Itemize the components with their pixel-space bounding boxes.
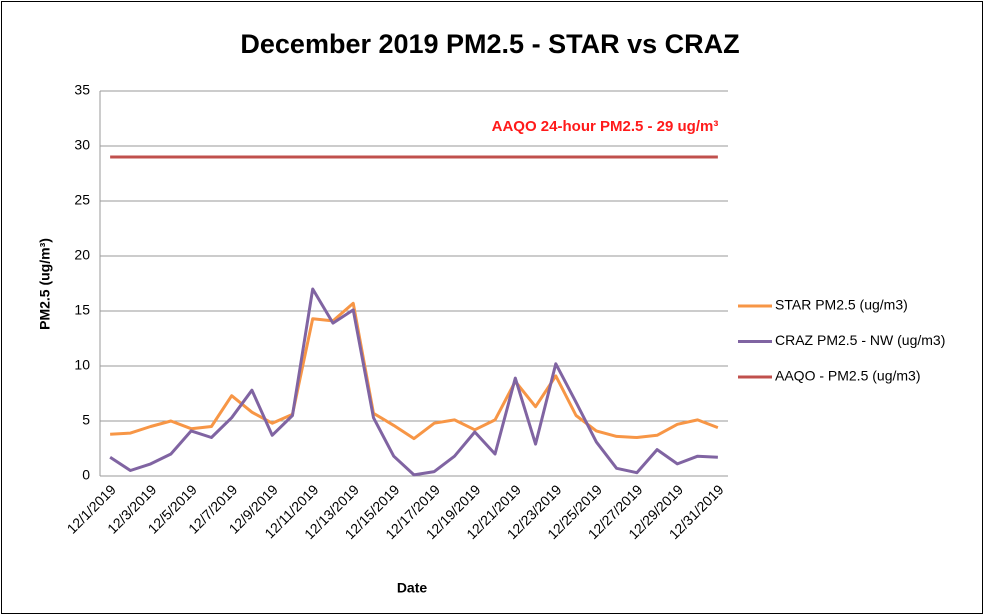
y-tick-label: 35 bbox=[74, 82, 90, 98]
series-line bbox=[109, 287, 718, 477]
y-tick-label: 5 bbox=[82, 412, 90, 428]
y-tick-label: 10 bbox=[74, 357, 90, 373]
legend-label: STAR PM2.5 (ug/m3) bbox=[775, 297, 908, 313]
y-tick-label: 25 bbox=[74, 192, 90, 208]
y-tick-label: 15 bbox=[74, 302, 90, 318]
series-line bbox=[110, 301, 719, 441]
legend-label: AAQO - PM2.5 (ug/m3) bbox=[775, 368, 920, 384]
legend-label: CRAZ PM2.5 - NW (ug/m3) bbox=[775, 332, 945, 348]
y-tick-label: 20 bbox=[74, 247, 90, 263]
y-tick-label: 30 bbox=[74, 137, 90, 153]
annotation: AAQO 24-hour PM2.5 - 29 ug/m³ bbox=[492, 118, 719, 135]
chart-title: December 2019 PM2.5 - STAR vs CRAZ bbox=[240, 29, 739, 59]
y-tick-label: 0 bbox=[82, 467, 90, 483]
y-axis-label: PM2.5 (ug/m³) bbox=[37, 238, 53, 330]
x-axis-label: Date bbox=[397, 580, 428, 596]
